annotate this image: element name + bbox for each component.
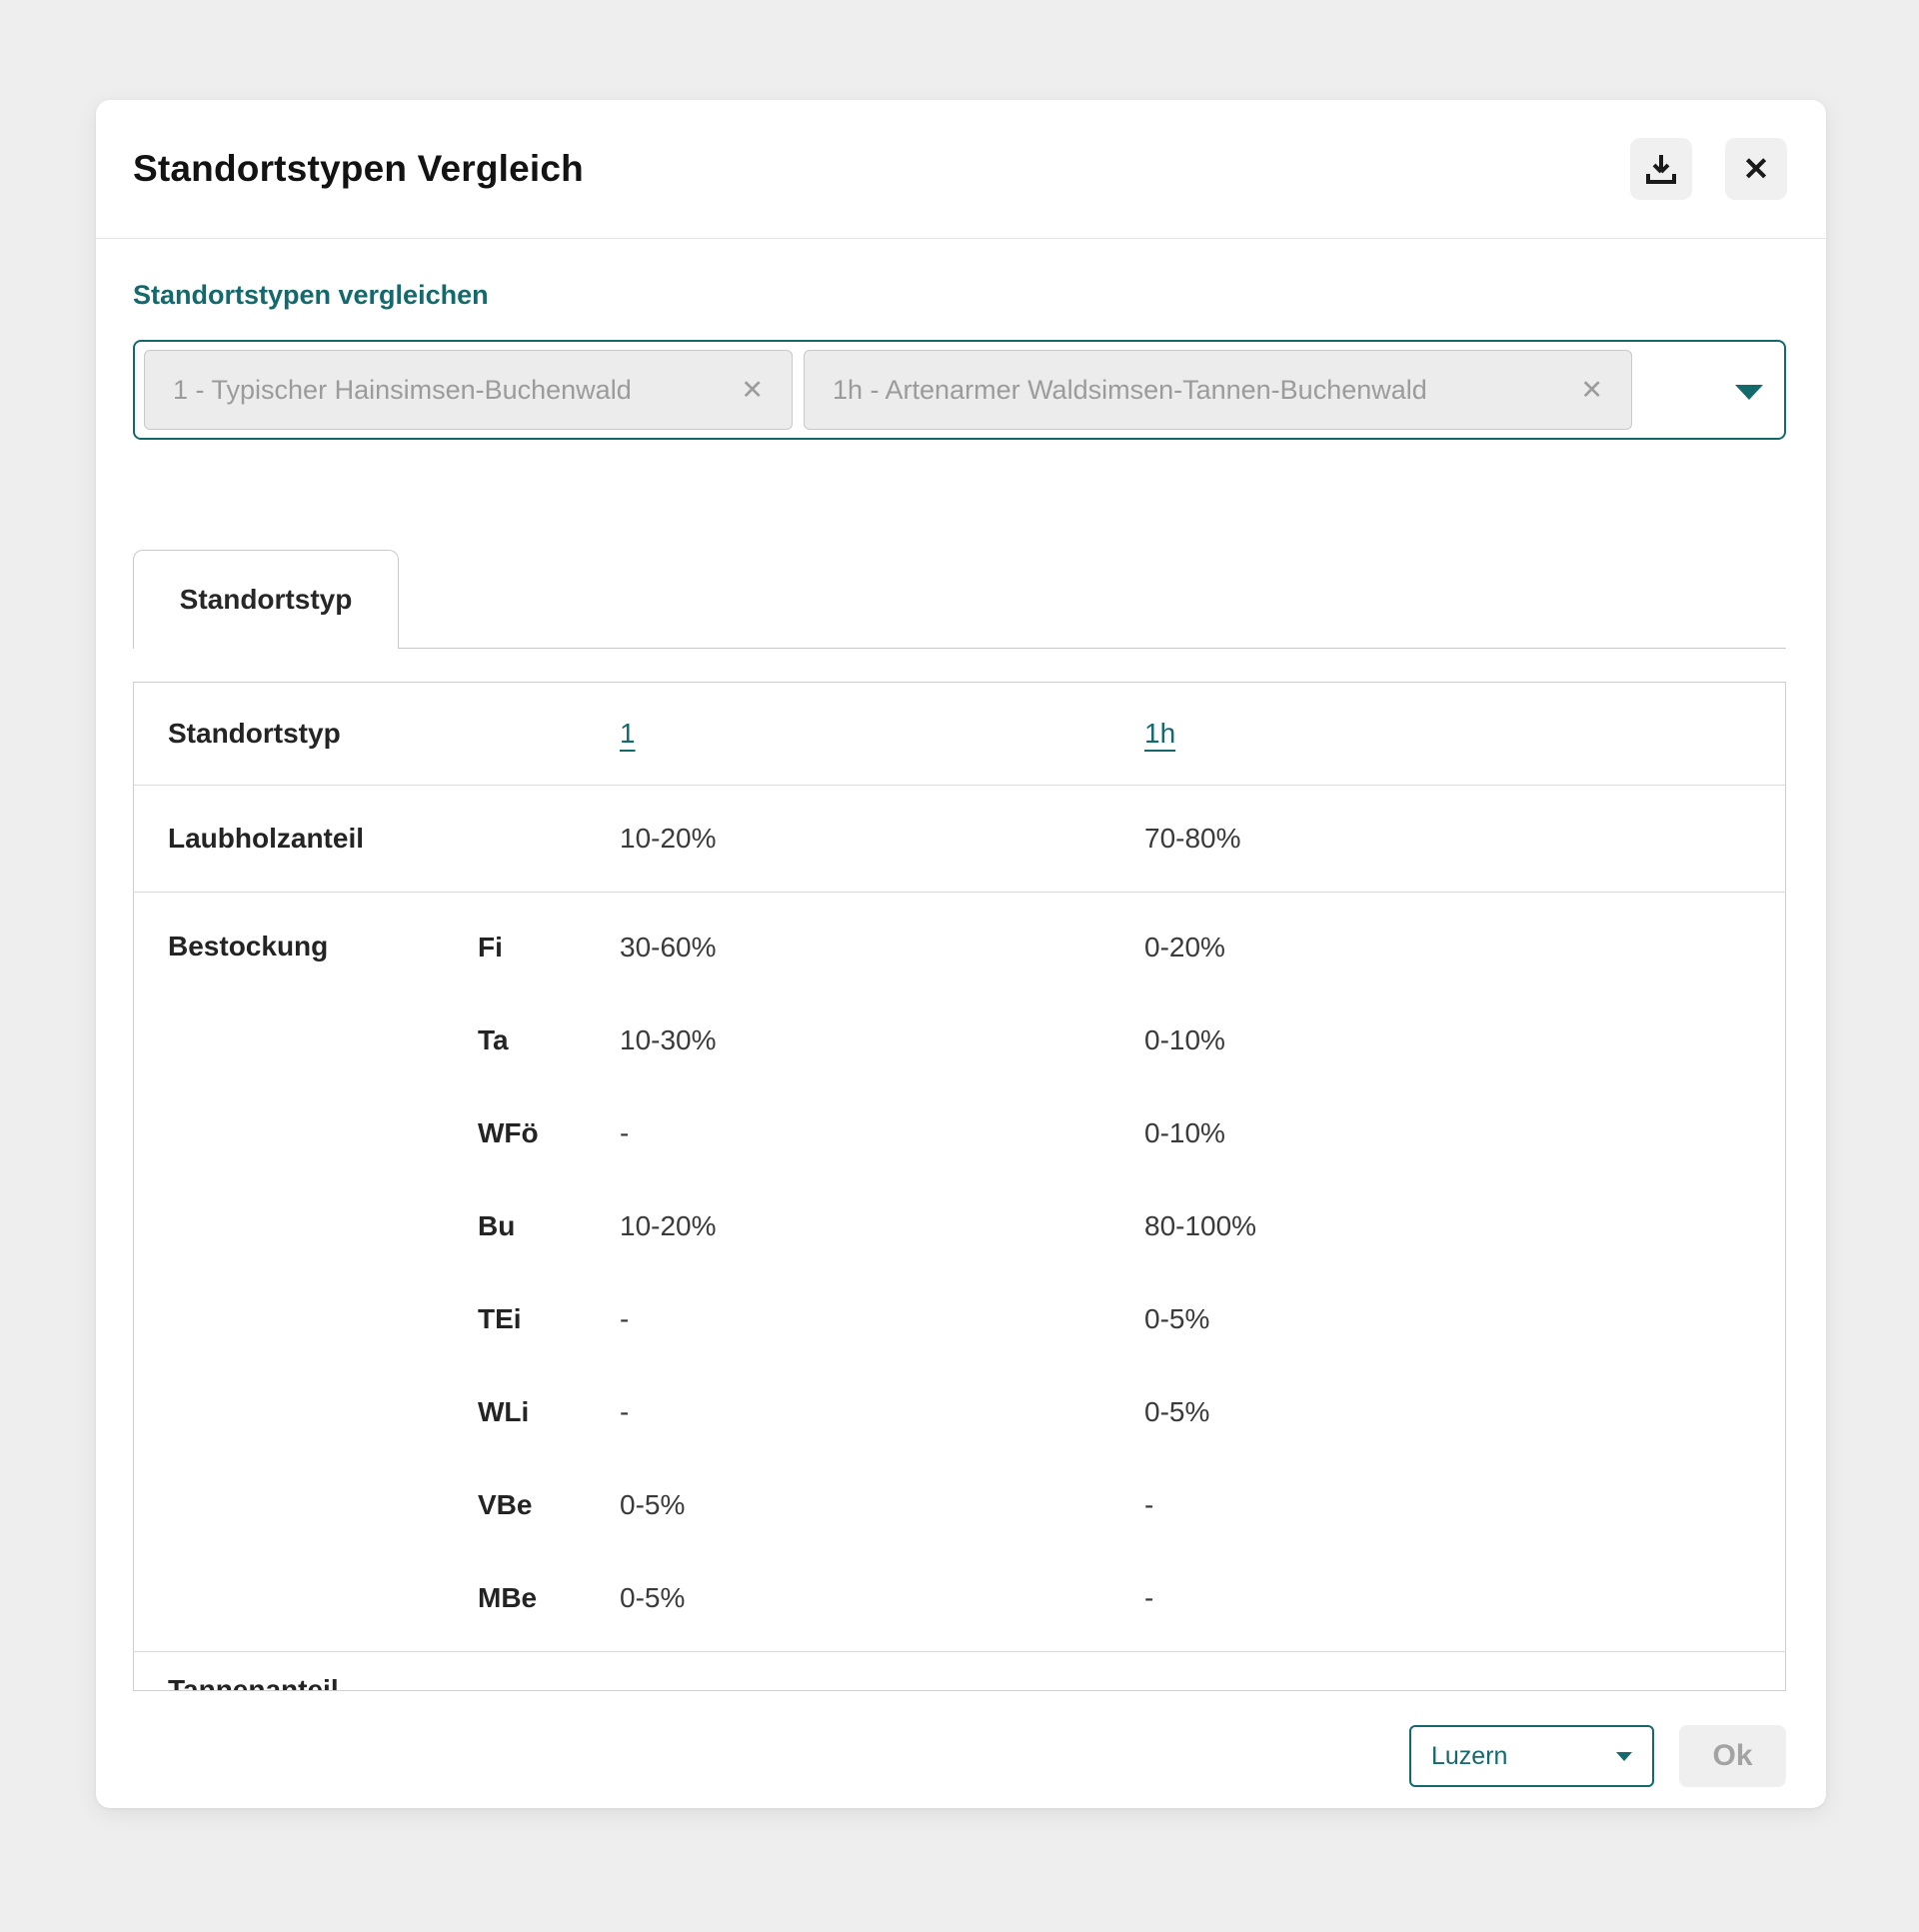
- subrow-value-col2: 0-5%: [1144, 1302, 1210, 1334]
- site-type-multiselect[interactable]: 1 - Typischer Hainsimsen-Buchenwald ✕ 1h…: [133, 340, 1786, 440]
- subrow-value-col1: 0-5%: [620, 1488, 686, 1520]
- selected-chip: 1h - Artenarmer Waldsimsen-Tannen-Buchen…: [804, 350, 1632, 430]
- row-label: Laubholzanteil: [168, 823, 364, 854]
- close-button[interactable]: ✕: [1725, 138, 1787, 200]
- table-subrow: TEi - 0-5%: [134, 1272, 1785, 1365]
- compare-section-label: Standortstypen vergleichen: [133, 280, 489, 310]
- table-subrow: Bu 10-20% 80-100%: [134, 1179, 1785, 1272]
- chip-remove-icon[interactable]: ✕: [741, 374, 764, 405]
- subrow-label: Fi: [478, 931, 503, 963]
- tabs-underline: [399, 648, 1786, 649]
- row-value-col1: 10-20%: [620, 823, 717, 854]
- table-subrow: WFö - 0-10%: [134, 1086, 1785, 1179]
- subrow-label: VBe: [478, 1488, 533, 1520]
- subrow-value-col1: -: [620, 1116, 630, 1148]
- region-select-value: Luzern: [1431, 1741, 1508, 1770]
- subrow-label: TEi: [478, 1302, 522, 1334]
- comparison-table: Standortstyp 1 1h Laubholzanteil 10-20% …: [133, 682, 1786, 1691]
- subrow-value-col1: 10-30%: [620, 1023, 717, 1055]
- subrow-value-col2: 0-10%: [1144, 1023, 1225, 1055]
- download-icon: [1644, 152, 1678, 186]
- download-button[interactable]: [1630, 138, 1692, 200]
- subrow-value-col2: -: [1144, 1488, 1154, 1520]
- row-value-col2: 70-80%: [1144, 823, 1241, 854]
- subrow-label: Bu: [478, 1209, 516, 1241]
- subrow-label: MBe: [478, 1581, 538, 1613]
- page-title: Standortstypen Vergleich: [133, 148, 584, 189]
- tab-standortstyp[interactable]: Standortstyp: [133, 550, 399, 649]
- selected-chip: 1 - Typischer Hainsimsen-Buchenwald ✕: [144, 350, 793, 430]
- region-select[interactable]: Luzern: [1409, 1725, 1654, 1787]
- subrow-value-col1: 10-20%: [620, 1209, 717, 1241]
- subrow-value-col2: 0-10%: [1144, 1116, 1225, 1148]
- subrow-value-col2: 80-100%: [1144, 1209, 1257, 1241]
- row-label: Bestockung: [168, 931, 329, 962]
- column-link-1h[interactable]: 1h: [1144, 718, 1176, 749]
- table-row-bestockung: Bestockung Fi 30-60% 0-20% Ta 10-30% 0-1…: [134, 893, 1785, 1652]
- subrow-value-col2: 0-20%: [1144, 931, 1225, 963]
- table-subrow: WLi - 0-5%: [134, 1365, 1785, 1458]
- dialog-header: Standortstypen Vergleich ✕: [96, 100, 1826, 239]
- chip-remove-icon[interactable]: ✕: [1580, 374, 1603, 405]
- subrow-value-col1: 30-60%: [620, 931, 717, 963]
- table-row-clipped: Tannenanteil: [134, 1652, 1785, 1691]
- chip-label: 1 - Typischer Hainsimsen-Buchenwald: [173, 374, 632, 405]
- table-subrow: Fi 30-60% 0-20%: [134, 901, 1785, 993]
- column-link-1[interactable]: 1: [620, 718, 636, 749]
- subrow-value-col1: -: [620, 1395, 630, 1427]
- chevron-down-icon[interactable]: [1735, 385, 1763, 400]
- close-icon: ✕: [1742, 151, 1770, 187]
- row-label: Tannenanteil: [168, 1674, 339, 1691]
- table-header-row: Standortstyp 1 1h: [134, 683, 1785, 786]
- subrow-label: WFö: [478, 1116, 539, 1148]
- subrow-value-col2: 0-5%: [1144, 1395, 1210, 1427]
- subrow-label: WLi: [478, 1395, 530, 1427]
- subrow-value-col2: -: [1144, 1581, 1154, 1613]
- tab-label: Standortstyp: [179, 584, 353, 615]
- column-header-label: Standortstyp: [168, 718, 341, 749]
- chip-label: 1h - Artenarmer Waldsimsen-Tannen-Buchen…: [833, 374, 1427, 405]
- subrow-value-col1: 0-5%: [620, 1581, 686, 1613]
- caret-down-icon: [1616, 1751, 1632, 1761]
- site-type-comparison-dialog: Standortstypen Vergleich ✕ Standortstype…: [96, 100, 1826, 1808]
- table-row: Laubholzanteil 10-20% 70-80%: [134, 786, 1785, 893]
- ok-button[interactable]: Ok: [1679, 1725, 1786, 1787]
- subrow-label: Ta: [478, 1023, 509, 1055]
- table-subrow: MBe 0-5% -: [134, 1551, 1785, 1644]
- table-subrow: Ta 10-30% 0-10%: [134, 993, 1785, 1086]
- subrow-value-col1: -: [620, 1302, 630, 1334]
- table-subrow: VBe 0-5% -: [134, 1458, 1785, 1551]
